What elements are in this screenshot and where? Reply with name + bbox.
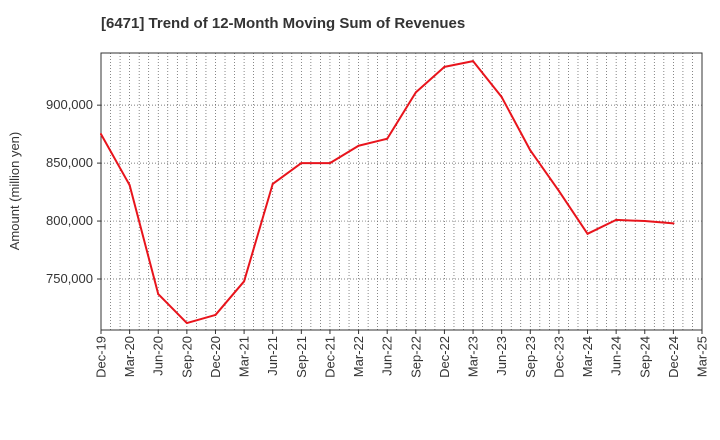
data-point <box>472 60 475 63</box>
data-point <box>243 280 246 283</box>
x-tick-label: Dec-23 <box>551 336 566 378</box>
x-tick-label: Mar-20 <box>122 336 137 377</box>
grid-lines <box>101 53 702 330</box>
x-tick-label: Jun-21 <box>265 336 280 376</box>
data-point <box>586 232 589 235</box>
x-tick-label: Mar-25 <box>695 336 710 377</box>
y-tick-label: 800,000 <box>46 213 93 228</box>
x-tick-label: Sep-20 <box>179 336 194 378</box>
x-tick-label: Mar-23 <box>466 336 481 377</box>
x-tick-label: Dec-19 <box>94 336 109 378</box>
x-tick-label: Jun-23 <box>494 336 509 376</box>
data-point <box>100 133 102 136</box>
x-tick-label: Dec-22 <box>437 336 452 378</box>
data-point <box>357 144 360 147</box>
chart-title: [6471] Trend of 12-Month Moving Sum of R… <box>101 15 466 32</box>
x-tick-label: Jun-20 <box>151 336 166 376</box>
x-tick-label: Sep-23 <box>523 336 538 378</box>
data-point <box>157 293 160 296</box>
x-tick-label: Mar-22 <box>351 336 366 377</box>
y-tick-label: 900,000 <box>46 97 93 112</box>
data-point <box>214 313 217 316</box>
x-tick-label: Dec-21 <box>322 336 337 378</box>
x-tick-label: Jun-24 <box>609 336 624 376</box>
y-axis-title: Amount (million yen) <box>7 132 22 251</box>
x-tick-label: Mar-21 <box>237 336 252 377</box>
series-line <box>100 60 675 325</box>
data-point <box>386 137 389 140</box>
x-tick-label: Sep-22 <box>408 336 423 378</box>
y-tick-label: 850,000 <box>46 155 93 170</box>
data-point <box>328 162 331 165</box>
data-point <box>557 189 560 192</box>
y-axis: 750,000 800,000 850,000 900,000 <box>46 97 101 286</box>
data-point <box>185 322 188 325</box>
data-point <box>414 91 417 94</box>
data-point <box>271 182 274 185</box>
series-layer <box>100 60 675 325</box>
x-tick-label: Sep-21 <box>294 336 309 378</box>
data-point <box>672 222 675 225</box>
y-tick-label: 750,000 <box>46 271 93 286</box>
data-point <box>615 218 618 221</box>
data-point <box>643 220 646 223</box>
x-tick-label: Jun-22 <box>380 336 395 376</box>
x-tick-label: Sep-24 <box>637 336 652 378</box>
plot-area <box>100 52 703 331</box>
x-axis: Dec-19 Mar-20 Jun-20 Sep-20 Dec-20 Mar-21 Jun-… <box>94 330 710 378</box>
x-tick-label: Dec-24 <box>666 336 681 378</box>
data-point <box>300 162 303 165</box>
x-tick-label: Mar-24 <box>580 336 595 377</box>
data-point <box>529 149 532 152</box>
data-point <box>128 184 131 187</box>
data-point <box>500 96 503 99</box>
data-point <box>443 65 446 68</box>
x-tick-label: Dec-20 <box>208 336 223 378</box>
